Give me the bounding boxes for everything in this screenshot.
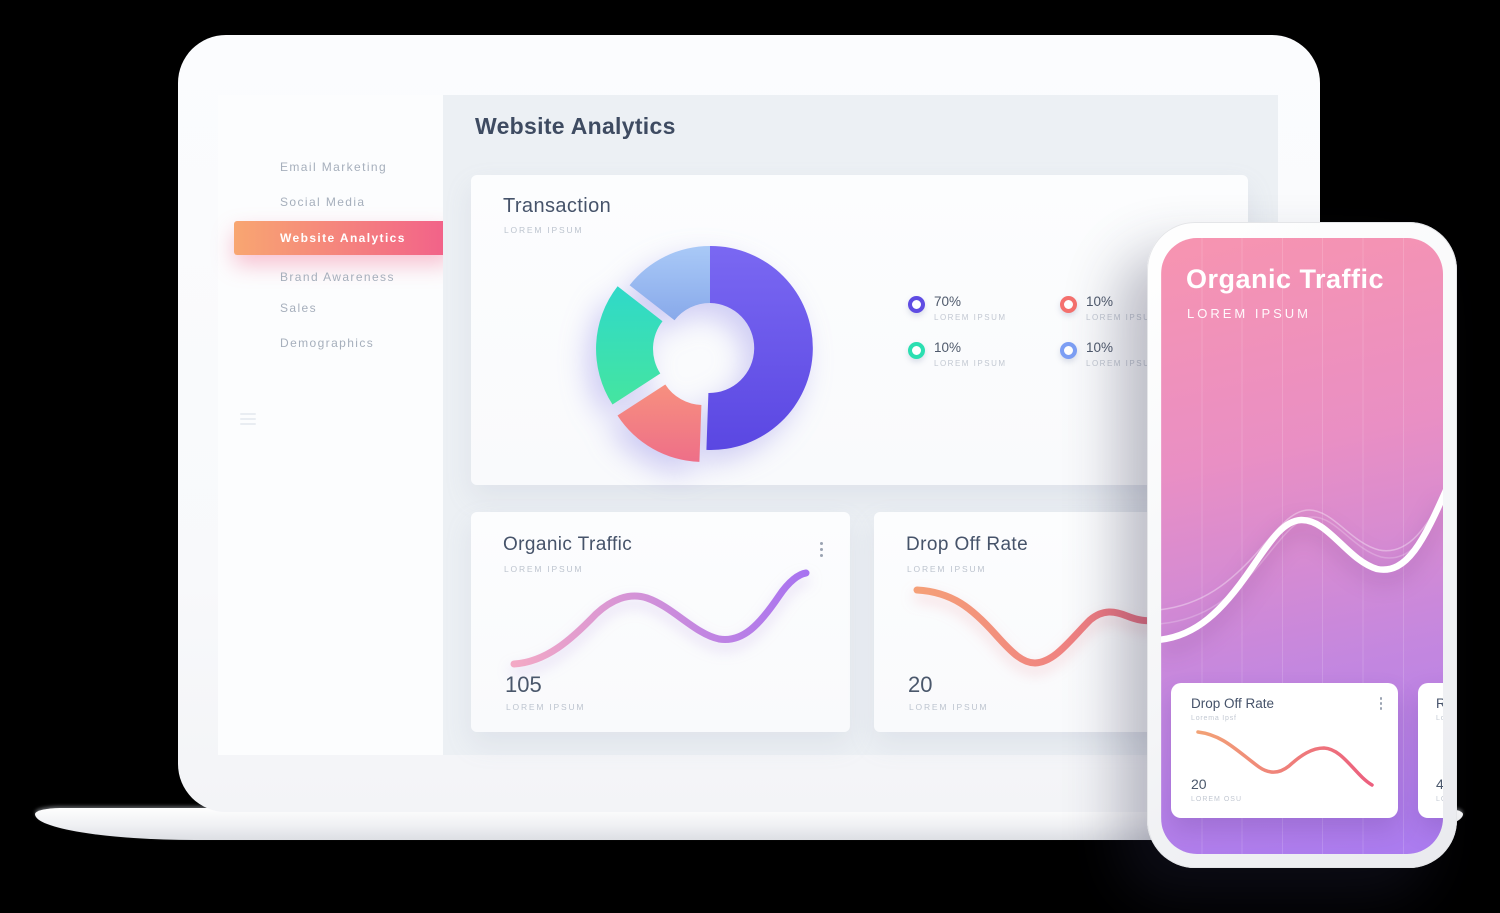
organic-traffic-card: Organic Traffic LOREM IPSUM 105 LOREM IP…: [471, 512, 850, 732]
donut-slice-teal: [596, 286, 663, 405]
sidebar-item-website-analytics[interactable]: Website Analytics: [234, 221, 452, 255]
dropoff-card-value: 20: [908, 672, 933, 697]
phone-card-subtitle: Lorema Ipsf: [1191, 715, 1237, 722]
organic-card-subtitle: LOREM IPSUM: [504, 564, 584, 574]
donut-slice-blue: [629, 246, 710, 321]
kebab-menu-icon[interactable]: [1374, 697, 1388, 712]
sidebar-item-brand-awareness[interactable]: Brand Awareness: [280, 270, 395, 284]
phone-screen: Organic Traffic LOREM IPSUM Drop Off Rat…: [1161, 238, 1443, 854]
phone-card-value: 4: [1436, 776, 1443, 792]
legend-ring-red-icon: [1060, 296, 1077, 313]
dropoff-card-value-label: LOREM IPSUM: [909, 702, 989, 712]
page-title: Website Analytics: [475, 113, 676, 139]
legend-value: 70%: [934, 294, 962, 309]
legend-ring-blue-icon: [1060, 342, 1077, 359]
sidebar: Email Marketing Social Media Website Ana…: [218, 95, 452, 755]
legend-label: LOREM IPSUM: [934, 313, 1007, 322]
donut-slice-pink: [617, 384, 702, 462]
phone-drop-off-chart: [1196, 730, 1374, 787]
sidebar-item-demographics[interactable]: Demographics: [280, 336, 375, 350]
phone-mockup: Organic Traffic LOREM IPSUM Drop Off Rat…: [1147, 222, 1457, 868]
phone-drop-off-rate-card: Drop Off Rate Lorema Ipsf 20 LOREM OSU: [1171, 683, 1398, 818]
phone-card-value: 20: [1191, 776, 1207, 792]
legend-label: LOREM IPSUM: [1086, 359, 1159, 368]
organic-traffic-chart: [510, 569, 810, 668]
legend-ring-teal-icon: [908, 342, 925, 359]
legend-item: 10% LOREM IPSUM: [1060, 293, 1212, 339]
legend-label: LOREM IPSUM: [934, 359, 1007, 368]
dropoff-card-subtitle: LOREM IPSUM: [907, 564, 987, 574]
legend-ring-purple-icon: [908, 296, 925, 313]
organic-card-title: Organic Traffic: [503, 534, 633, 555]
phone-card-value-label: LO: [1436, 796, 1443, 803]
transaction-donut-chart: [596, 245, 813, 462]
dropoff-card-title: Drop Off Rate: [906, 534, 1029, 555]
main-content: Website Analytics Transaction LOREM IPSU…: [443, 95, 1278, 755]
phone-card-value-label: LOREM OSU: [1191, 796, 1243, 803]
phone-second-card: Re Lor 4 LO: [1418, 683, 1443, 818]
phone-card-title: Re: [1436, 696, 1443, 711]
phone-page-subtitle: LOREM IPSUM: [1187, 306, 1312, 321]
legend-item: 10% LOREM IPSUM: [908, 339, 1060, 385]
sidebar-item-sales[interactable]: Sales: [280, 301, 318, 315]
phone-card-title: Drop Off Rate: [1191, 696, 1275, 711]
sidebar-item-email-marketing[interactable]: Email Marketing: [280, 160, 388, 174]
phone-card-subtitle: Lor: [1436, 715, 1443, 722]
legend-value: 10%: [1086, 294, 1114, 309]
organic-card-value-label: LOREM IPSUM: [506, 702, 586, 712]
laptop-body: Email Marketing Social Media Website Ana…: [178, 35, 1320, 812]
kebab-menu-icon[interactable]: [814, 542, 828, 560]
legend-item: 10% LOREM IPSUM: [1060, 339, 1212, 385]
hamburger-menu-icon[interactable]: [240, 413, 258, 428]
legend-item: 70% LOREM IPSUM: [908, 293, 1060, 339]
sidebar-item-social-media[interactable]: Social Media: [280, 195, 366, 209]
phone-organic-traffic-chart: [1161, 488, 1443, 643]
legend-value: 10%: [934, 340, 962, 355]
organic-card-value: 105: [505, 672, 542, 697]
transaction-card-subtitle: LOREM IPSUM: [504, 225, 584, 235]
phone-page-title: Organic Traffic: [1186, 264, 1385, 294]
legend-value: 10%: [1086, 340, 1114, 355]
transaction-card: Transaction LOREM IPSUM: [471, 175, 1248, 485]
drop-off-rate-chart: [913, 586, 1164, 667]
transaction-card-title: Transaction: [503, 195, 612, 217]
legend-label: LOREM IPSUM: [1086, 313, 1159, 322]
donut-legend: 70% LOREM IPSUM 10% LOREM IPSUM 10% LORE…: [908, 293, 1228, 393]
donut-slice-purple: [706, 245, 813, 450]
